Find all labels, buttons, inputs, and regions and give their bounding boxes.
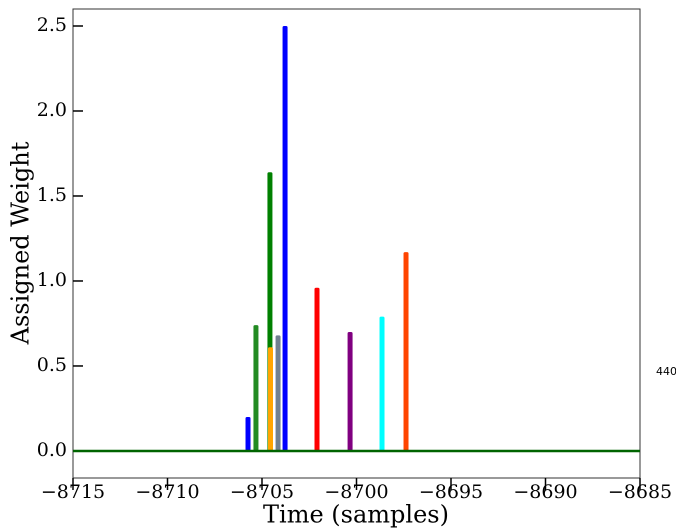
- bar: [275, 335, 281, 451]
- x-tick-label: −8715: [41, 481, 105, 503]
- x-tick-label: −8705: [230, 481, 294, 503]
- annotation: 440: [656, 365, 676, 378]
- bar: [268, 347, 274, 451]
- bar: [245, 416, 251, 451]
- y-axis-label: Assigned Weight: [7, 141, 35, 345]
- plot-frame: [72, 8, 641, 479]
- y-tick-label: 2.0: [37, 99, 67, 121]
- x-tick-label: −8685: [608, 481, 672, 503]
- y-tick-label: 0.5: [37, 354, 67, 376]
- bar: [314, 287, 320, 451]
- x-tick-label: −8700: [324, 481, 388, 503]
- y-tick-label: 1.5: [37, 184, 67, 206]
- bar: [282, 25, 288, 451]
- bar: [253, 325, 259, 451]
- bar: [379, 316, 385, 451]
- x-tick-label: −8695: [419, 481, 483, 503]
- y-tick-label: 0.0: [37, 439, 67, 461]
- y-tick-label: 1.0: [37, 269, 67, 291]
- x-tick-label: −8710: [135, 481, 199, 503]
- x-tick-label: −8690: [513, 481, 577, 503]
- y-tick-label: 2.5: [37, 14, 67, 36]
- x-axis-label: Time (samples): [263, 501, 449, 529]
- bar: [403, 252, 409, 451]
- bar: [347, 331, 353, 451]
